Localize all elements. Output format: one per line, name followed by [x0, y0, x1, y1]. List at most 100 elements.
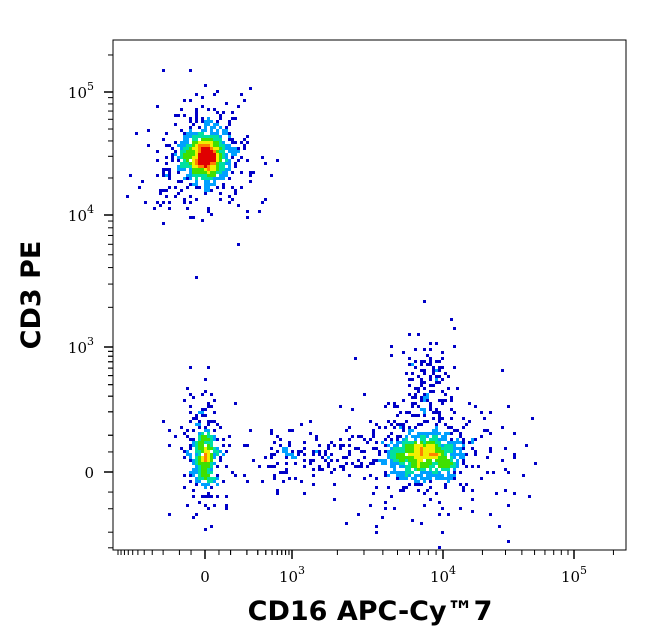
- density-pixel: [186, 162, 189, 165]
- density-pixel: [219, 150, 222, 153]
- density-pixel: [426, 393, 429, 396]
- x-tick-label: 104: [430, 564, 456, 586]
- density-pixel: [420, 378, 423, 381]
- density-pixel: [210, 159, 213, 162]
- density-pixel: [411, 444, 414, 447]
- density-pixel: [189, 405, 192, 408]
- density-pixel: [444, 444, 447, 447]
- density-pixel: [444, 399, 447, 402]
- density-pixel: [198, 447, 201, 450]
- density-pixel: [405, 372, 408, 375]
- density-pixel: [420, 456, 423, 459]
- density-pixel: [435, 462, 438, 465]
- density-pixel: [219, 426, 222, 429]
- density-pixel: [207, 420, 210, 423]
- density-pixel: [207, 456, 210, 459]
- density-pixel: [414, 462, 417, 465]
- density-pixel: [411, 378, 414, 381]
- density-pixel: [240, 93, 243, 96]
- density-pixel: [225, 156, 228, 159]
- density-pixel: [195, 159, 198, 162]
- density-pixel: [312, 483, 315, 486]
- density-pixel: [414, 393, 417, 396]
- density-pixel: [453, 465, 456, 468]
- density-pixel: [417, 387, 420, 390]
- density-pixel: [438, 471, 441, 474]
- density-pixel: [444, 459, 447, 462]
- density-pixel: [192, 468, 195, 471]
- density-pixel: [147, 144, 150, 147]
- density-pixel: [285, 447, 288, 450]
- density-pixel: [423, 441, 426, 444]
- density-pixel: [189, 174, 192, 177]
- density-pixel: [435, 411, 438, 414]
- density-pixel: [204, 468, 207, 471]
- density-pixel: [204, 123, 207, 126]
- density-pixel: [168, 186, 171, 189]
- density-pixel: [195, 144, 198, 147]
- density-pixel: [456, 387, 459, 390]
- density-pixel: [159, 192, 162, 195]
- density-pixel: [162, 222, 165, 225]
- density-pixel: [165, 174, 168, 177]
- density-pixel: [513, 432, 516, 435]
- density-pixel: [333, 444, 336, 447]
- density-pixel: [222, 111, 225, 114]
- density-pixel: [438, 414, 441, 417]
- density-pixel: [444, 432, 447, 435]
- density-pixel: [234, 189, 237, 192]
- density-pixel: [129, 174, 132, 177]
- density-pixel: [222, 174, 225, 177]
- density-pixel: [207, 180, 210, 183]
- density-pixel: [429, 447, 432, 450]
- density-pixel: [432, 444, 435, 447]
- density-pixel: [246, 480, 249, 483]
- density-pixel: [405, 444, 408, 447]
- density-pixel: [207, 171, 210, 174]
- density-pixel: [342, 465, 345, 468]
- density-pixel: [207, 117, 210, 120]
- density-pixel: [204, 504, 207, 507]
- density-pixel: [396, 435, 399, 438]
- density-pixel: [261, 201, 264, 204]
- density-pixel: [285, 471, 288, 474]
- density-pixel: [204, 378, 207, 381]
- density-pixel: [408, 450, 411, 453]
- density-pixel: [423, 453, 426, 456]
- density-pixel: [459, 453, 462, 456]
- density-pixel: [303, 465, 306, 468]
- density-pixel: [228, 123, 231, 126]
- density-pixel: [168, 174, 171, 177]
- density-pixel: [432, 432, 435, 435]
- density-pixel: [162, 201, 165, 204]
- density-pixel: [402, 399, 405, 402]
- density-pixel: [228, 444, 231, 447]
- density-pixel: [243, 444, 246, 447]
- density-pixel: [195, 459, 198, 462]
- density-pixel: [198, 411, 201, 414]
- density-pixel: [216, 129, 219, 132]
- density-pixel: [213, 174, 216, 177]
- density-pixel: [165, 168, 168, 171]
- density-pixel: [216, 135, 219, 138]
- density-pixel: [432, 456, 435, 459]
- density-pixel: [417, 462, 420, 465]
- density-pixel: [417, 432, 420, 435]
- density-pixel: [438, 474, 441, 477]
- density-pixel: [300, 423, 303, 426]
- density-pixel: [198, 141, 201, 144]
- density-pixel: [189, 456, 192, 459]
- density-pixel: [378, 453, 381, 456]
- density-pixel: [333, 483, 336, 486]
- density-pixel: [444, 468, 447, 471]
- density-pixel: [327, 444, 330, 447]
- density-pixel: [249, 429, 252, 432]
- density-pixel: [201, 450, 204, 453]
- density-pixel: [198, 453, 201, 456]
- y-tick-label: 103: [68, 335, 94, 357]
- density-pixel: [210, 477, 213, 480]
- density-pixel: [441, 531, 444, 534]
- density-pixel: [237, 159, 240, 162]
- x-tick-label: 105: [561, 564, 587, 586]
- density-pixel: [192, 141, 195, 144]
